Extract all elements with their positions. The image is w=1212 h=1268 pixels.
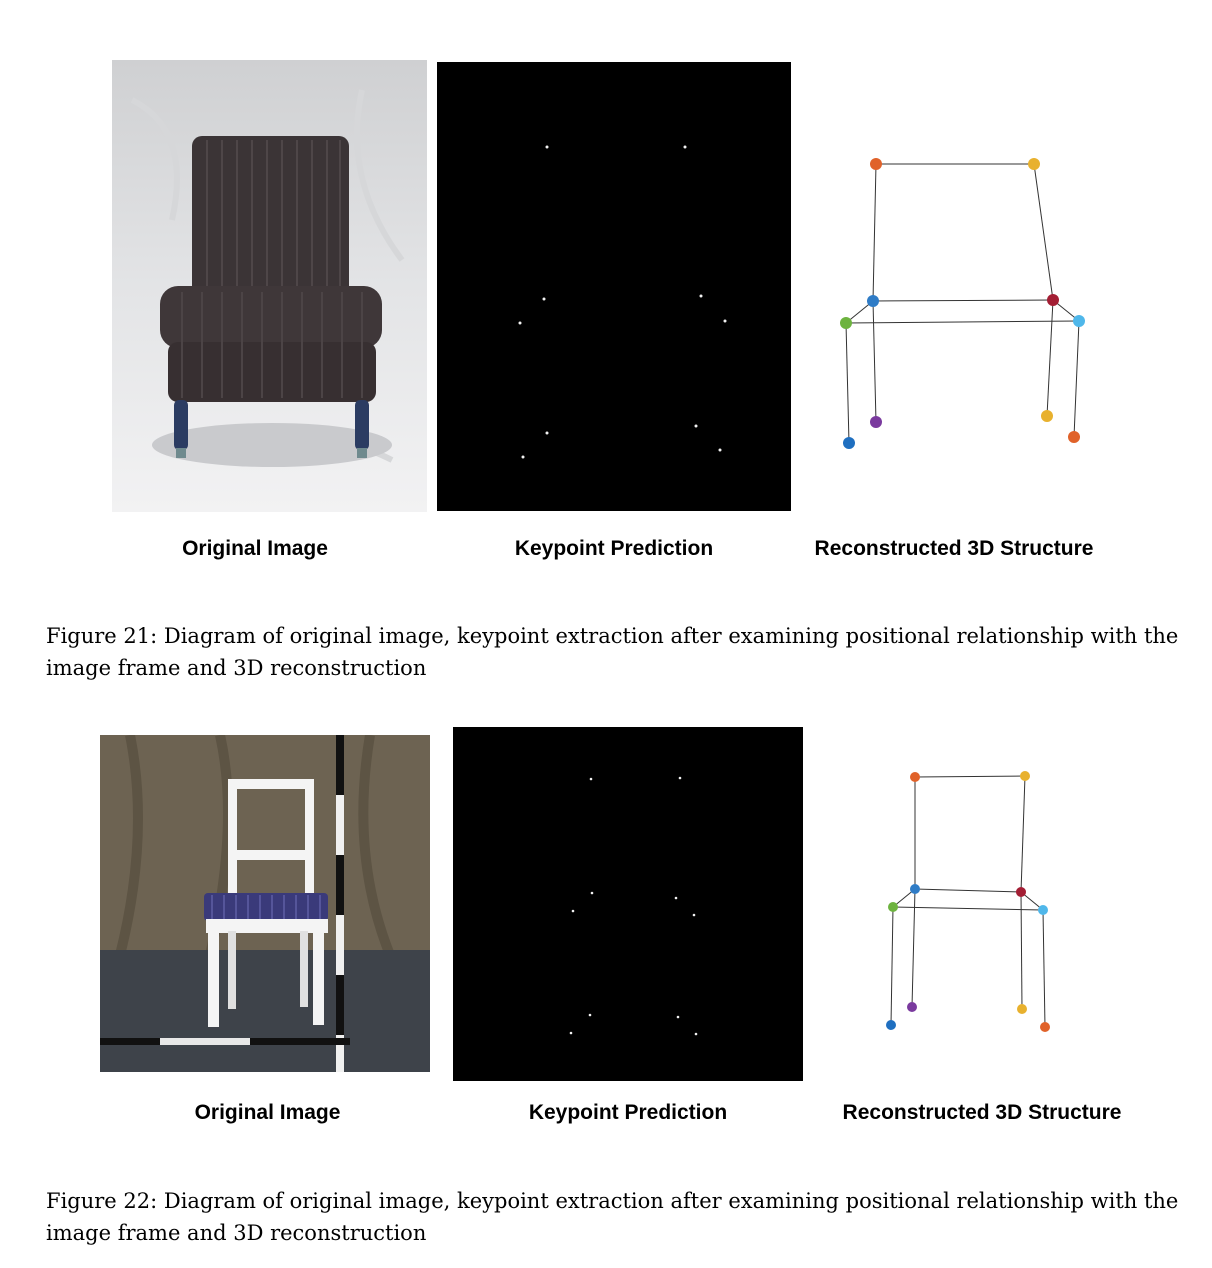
keypoint-seat-front-right bbox=[1038, 905, 1048, 915]
keypoint-leg-back-left bbox=[870, 416, 882, 428]
keypoint-dot bbox=[542, 297, 546, 301]
fig21-label-keypoints: Keypoint Prediction bbox=[514, 537, 714, 560]
keypoint-back-top-left bbox=[910, 772, 920, 782]
keypoint-leg-front-left bbox=[843, 437, 855, 449]
keypoint-dot bbox=[718, 448, 722, 452]
fig22-original-image bbox=[100, 735, 430, 1072]
keypoint-dot bbox=[694, 1032, 698, 1036]
fig22-keypoint-prediction-panel bbox=[453, 727, 803, 1081]
keypoint-dot bbox=[521, 455, 525, 459]
keypoint-dot bbox=[694, 424, 698, 428]
keypoint-dot bbox=[674, 896, 678, 900]
keypoint-dot bbox=[545, 145, 549, 149]
keypoint-seat-back-left bbox=[867, 295, 879, 307]
keypoint-leg-front-right bbox=[1040, 1022, 1050, 1032]
keypoint-back-top-left bbox=[870, 158, 882, 170]
keypoint-dot bbox=[588, 1013, 592, 1017]
keypoint-back-top-right bbox=[1028, 158, 1040, 170]
keypoint-dot bbox=[692, 913, 696, 917]
keypoint-seat-front-right bbox=[1073, 315, 1085, 327]
keypoint-leg-back-right bbox=[1017, 1004, 1027, 1014]
keypoint-dot bbox=[678, 776, 682, 780]
fig21-reconstructed-structure bbox=[810, 130, 1110, 470]
keypoint-leg-front-right bbox=[1068, 431, 1080, 443]
fig21-label-original: Original Image bbox=[182, 537, 328, 560]
keypoint-dot bbox=[589, 777, 593, 781]
keypoint-dot bbox=[683, 145, 687, 149]
keypoint-dot bbox=[571, 909, 575, 913]
fig22-label-structure: Reconstructed 3D Structure bbox=[842, 1101, 1122, 1124]
keypoint-leg-front-left bbox=[886, 1020, 896, 1030]
keypoint-dot bbox=[699, 294, 703, 298]
fig21-label-structure: Reconstructed 3D Structure bbox=[814, 537, 1094, 560]
keypoint-dot bbox=[590, 891, 594, 895]
keypoint-dot bbox=[545, 431, 549, 435]
keypoint-dot bbox=[723, 319, 727, 323]
keypoint-seat-front-left bbox=[840, 317, 852, 329]
fig21-keypoint-prediction-panel bbox=[437, 62, 791, 511]
keypoint-seat-back-left bbox=[910, 884, 920, 894]
keypoint-back-top-right bbox=[1020, 771, 1030, 781]
keypoint-seat-back-right bbox=[1047, 294, 1059, 306]
keypoint-dot bbox=[676, 1015, 680, 1019]
keypoint-dot bbox=[569, 1031, 573, 1035]
keypoint-seat-front-left bbox=[888, 902, 898, 912]
fig22-label-keypoints: Keypoint Prediction bbox=[528, 1101, 728, 1124]
fig22-reconstructed-structure bbox=[860, 750, 1070, 1050]
keypoint-seat-back-right bbox=[1016, 887, 1026, 897]
fig22-label-original: Original Image bbox=[194, 1101, 341, 1124]
keypoint-leg-back-right bbox=[1041, 410, 1053, 422]
keypoint-leg-back-left bbox=[907, 1002, 917, 1012]
keypoint-dot bbox=[518, 321, 522, 325]
fig21-original-image bbox=[112, 60, 427, 512]
fig21-caption: Figure 21: Diagram of original image, ke… bbox=[46, 624, 1179, 680]
fig22-caption: Figure 22: Diagram of original image, ke… bbox=[46, 1189, 1179, 1245]
